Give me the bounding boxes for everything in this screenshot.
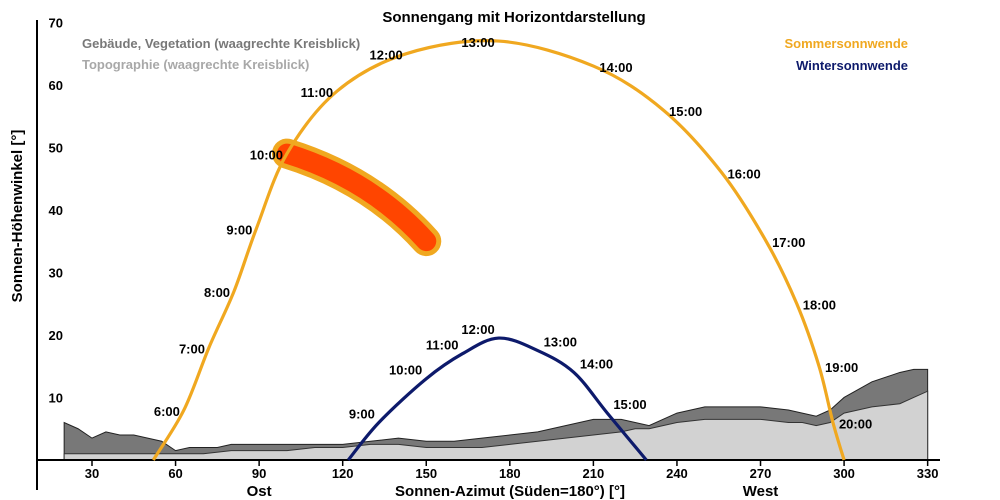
time-label-sommersonnwende: 17:00 xyxy=(772,235,805,250)
time-label-sommersonnwende: 6:00 xyxy=(154,404,180,419)
time-label-sommersonnwende: 7:00 xyxy=(179,341,205,356)
time-label-wintersonnwende: 11:00 xyxy=(426,338,459,353)
y-axis-title: Sonnen-Höhenwinkel [°] xyxy=(9,130,26,303)
tick-labels: 30 60 90 120 150 180 210 240 270 300 330 10 20 30 40 50… xyxy=(49,15,939,481)
legend-entry: Wintersonnwende xyxy=(796,58,908,73)
time-label-sommersonnwende: 19:00 xyxy=(825,360,858,375)
y-tick-label: 70 xyxy=(49,15,63,30)
series-layer xyxy=(151,39,846,462)
time-label-sommersonnwende: 12:00 xyxy=(370,48,403,63)
chart-title: Sonnengang mit Horizontdarstellung xyxy=(382,9,645,26)
y-tick-label: 30 xyxy=(49,265,63,280)
time-label-sommersonnwende: 14:00 xyxy=(599,60,632,75)
time-label-wintersonnwende: 13:00 xyxy=(544,335,577,350)
highlight-band-layer xyxy=(271,138,442,257)
time-label-wintersonnwende: 14:00 xyxy=(580,356,613,371)
time-labels: 6:007:008:009:0010:0011:0012:0013:0014:0… xyxy=(154,35,872,431)
x-tick-label: 210 xyxy=(583,466,605,481)
time-label-sommersonnwende: 15:00 xyxy=(669,104,702,119)
legend-entry: Sommersonnwende xyxy=(784,36,908,51)
x-tick-label: 90 xyxy=(252,466,266,481)
time-label-sommersonnwende: 10:00 xyxy=(250,148,283,163)
x-tick-label: 180 xyxy=(499,466,521,481)
direction-labels: Ost West xyxy=(247,483,779,500)
direction-label: West xyxy=(743,483,779,500)
y-tick-label: 50 xyxy=(49,140,63,155)
axes xyxy=(36,20,940,490)
time-label-sommersonnwende: 11:00 xyxy=(301,85,334,100)
x-tick-label: 300 xyxy=(833,466,855,481)
y-tick-label: 20 xyxy=(49,328,63,343)
time-label-sommersonnwende: 9:00 xyxy=(226,223,252,238)
x-axis-title: Sonnen-Azimut (Süden=180°) [°] xyxy=(395,483,625,500)
y-tick-label: 40 xyxy=(49,203,63,218)
time-label-wintersonnwende: 9:00 xyxy=(349,406,375,421)
time-label-sommersonnwende: 13:00 xyxy=(461,35,494,50)
horizon-layer xyxy=(63,368,929,461)
horizon-topography-area xyxy=(63,390,929,461)
highlight-band-inner xyxy=(276,143,437,252)
y-tick-label: 10 xyxy=(49,390,63,405)
legend: Sommersonnwende Wintersonnwende Gebäude, V… xyxy=(82,36,908,73)
x-tick-label: 120 xyxy=(332,466,354,481)
time-label-sommersonnwende: 18:00 xyxy=(803,298,836,313)
x-tick-label: 270 xyxy=(750,466,772,481)
direction-label: Ost xyxy=(247,483,272,500)
x-tick-label: 60 xyxy=(168,466,182,481)
series-line-wintersonnwende xyxy=(347,336,648,462)
time-label-wintersonnwende: 12:00 xyxy=(461,322,494,337)
horizon-legend-entry: Topographie (waagrechte Kreisblick) xyxy=(82,57,309,72)
time-label-sommersonnwende: 16:00 xyxy=(728,166,761,181)
x-tick-label: 30 xyxy=(85,466,99,481)
x-tick-label: 240 xyxy=(666,466,688,481)
series-line-sommersonnwende xyxy=(151,39,846,461)
x-tick-label: 150 xyxy=(415,466,437,481)
time-label-sommersonnwende: 20:00 xyxy=(839,416,872,431)
x-tick-label: 330 xyxy=(917,466,939,481)
time-label-wintersonnwende: 10:00 xyxy=(389,363,422,378)
y-tick-label: 60 xyxy=(49,78,63,93)
horizon-legend-entry: Gebäude, Vegetation (waagrechte Kreisbli… xyxy=(82,36,360,51)
time-label-wintersonnwende: 15:00 xyxy=(613,397,646,412)
time-label-sommersonnwende: 8:00 xyxy=(204,285,230,300)
